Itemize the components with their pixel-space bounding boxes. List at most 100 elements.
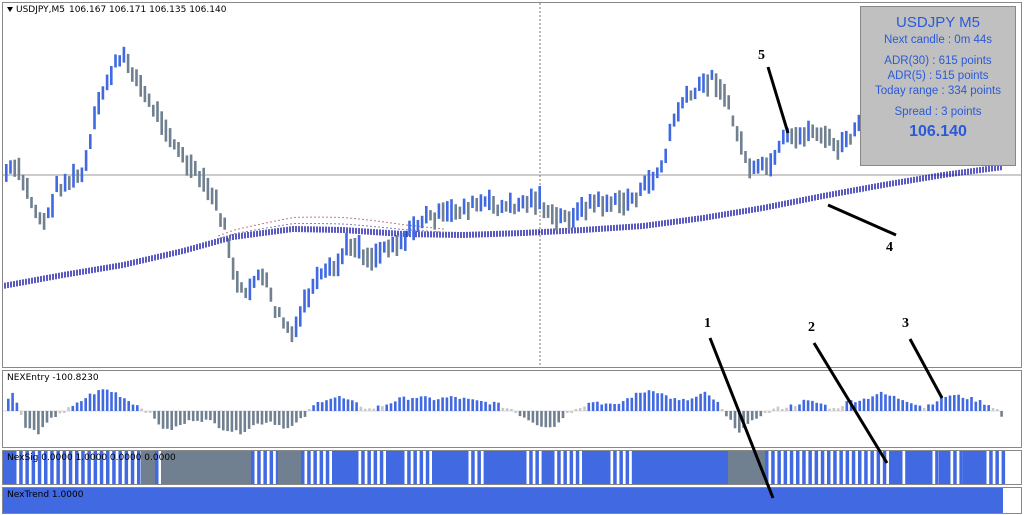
nexentry-bar — [131, 404, 135, 411]
price-bar — [450, 199, 453, 222]
nexentry-bar — [664, 395, 668, 411]
envelope-dot — [322, 216, 324, 218]
nexentry-bar — [910, 403, 913, 411]
nexentry-bar — [927, 404, 930, 411]
price-bar — [555, 207, 558, 231]
nexsig-bar — [419, 451, 424, 484]
nexentry-bar — [342, 398, 345, 411]
nexsig-bar — [929, 451, 933, 484]
price-chart-canvas[interactable] — [3, 3, 1022, 368]
nexentry-indicator-pane[interactable]: NEXEntry -100.8230 — [2, 370, 1022, 448]
price-bar — [17, 157, 21, 181]
price-bar — [47, 207, 50, 219]
nexentry-bar — [514, 411, 517, 413]
price-bar — [635, 192, 638, 208]
nexentry-bar — [935, 401, 939, 411]
nexentry-bar — [37, 411, 40, 435]
nexentry-bar — [652, 391, 655, 411]
price-bar — [328, 257, 331, 276]
collapse-triangle-icon[interactable] — [7, 7, 13, 12]
envelope-dot — [326, 223, 328, 225]
price-bar — [496, 204, 499, 217]
price-bar — [488, 189, 491, 211]
price-bar — [244, 287, 247, 299]
nexentry-bar — [316, 402, 320, 411]
nexentry-bar — [914, 404, 917, 411]
price-bar — [265, 272, 268, 288]
price-bar — [534, 191, 537, 215]
price-bar — [702, 73, 705, 93]
envelope-dot — [254, 224, 256, 226]
price-bar — [173, 139, 176, 150]
nextrend-indicator-pane[interactable]: NexTrend 1.0000 — [2, 487, 1022, 514]
price-bar — [731, 115, 735, 127]
nexsig-bar — [401, 451, 405, 484]
price-chart-pane[interactable]: USDJPY,M5 106.167 106.171 106.135 106.140 — [2, 2, 1022, 368]
nexsig-bar — [37, 451, 42, 484]
nexentry-bar — [643, 392, 646, 411]
nexentry-bar — [987, 405, 990, 411]
price-bar — [34, 204, 37, 219]
nexentry-bar — [277, 411, 281, 425]
annotation-3: 3 — [902, 316, 909, 331]
price-bar — [681, 97, 684, 109]
price-bar — [605, 194, 609, 212]
nexentry-bar — [54, 411, 57, 417]
nexsig-block — [633, 451, 728, 484]
nexentry-bar — [940, 396, 943, 411]
nexsig-bar — [106, 451, 110, 484]
price-bar — [798, 127, 802, 145]
envelope-dot — [354, 224, 356, 226]
nexsig-indicator-pane[interactable]: NexSig 0.0000 1.0000 0.0000 0.0000 — [2, 450, 1022, 485]
nexentry-bar — [7, 398, 10, 411]
nexsig-bar — [582, 451, 586, 484]
price-bar — [643, 175, 646, 191]
nexentry-bar — [484, 401, 487, 411]
nexentry-bar — [682, 398, 685, 411]
nexentry-bar — [832, 407, 836, 411]
price-bar — [164, 119, 168, 142]
nexentry-bar — [97, 390, 100, 411]
nexsig-block — [278, 451, 301, 484]
envelope-dot — [290, 223, 292, 225]
nexentry-bar — [738, 411, 741, 433]
nexentry-bar — [355, 402, 358, 411]
price-bar — [509, 192, 512, 213]
nexentry-bar — [806, 400, 810, 411]
envelope-dot — [262, 223, 264, 225]
adr5-value: ADR(5) : 515 points — [887, 70, 989, 82]
price-bar — [790, 128, 793, 145]
price-bar — [735, 126, 739, 142]
price-bar — [63, 173, 67, 192]
nexsig-bar — [889, 451, 893, 484]
price-bar — [513, 203, 516, 215]
nexentry-bar — [518, 411, 522, 417]
price-bar — [521, 195, 525, 209]
nexentry-bar — [282, 411, 285, 429]
nexsig-bar — [995, 451, 999, 484]
nexentry-bar — [101, 389, 105, 411]
price-bar — [68, 176, 71, 190]
envelope-dot — [282, 219, 284, 221]
price-bar — [530, 188, 533, 208]
nexentry-bar — [497, 402, 500, 411]
envelope-dot — [218, 238, 220, 240]
price-bar — [353, 238, 357, 258]
nexsig-bar — [275, 451, 280, 484]
nexsig-bar — [864, 451, 868, 484]
nexentry-bar — [591, 402, 595, 411]
nexsig-bar — [477, 451, 481, 484]
nexentry-bar — [118, 397, 122, 411]
price-bar — [227, 238, 231, 258]
nexsig-bar — [947, 451, 951, 484]
nexentry-bar — [677, 400, 681, 411]
price-bar — [786, 127, 789, 143]
price-bar — [324, 263, 327, 278]
price-bar — [609, 196, 613, 212]
price-bar — [26, 177, 29, 199]
price-bars — [5, 46, 869, 343]
nexentry-bar — [604, 403, 608, 411]
nexentry-bar — [45, 411, 49, 423]
price-bar — [198, 171, 201, 188]
nexsig-bar — [99, 451, 104, 484]
